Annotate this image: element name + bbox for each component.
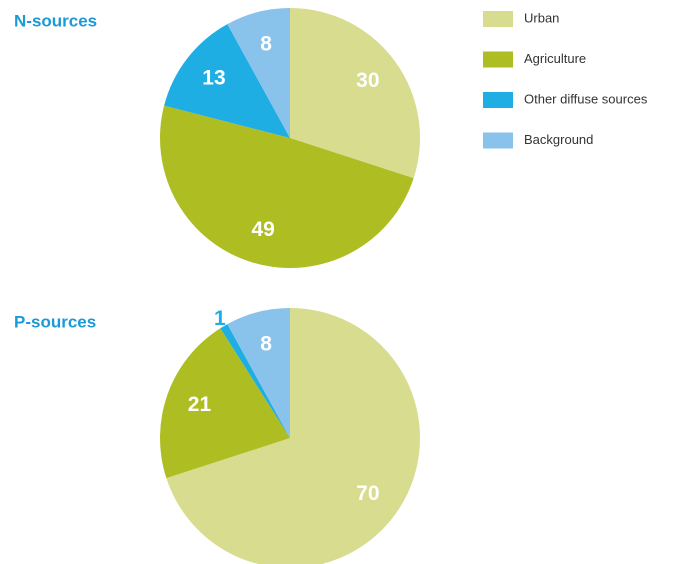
value-label: 1 <box>214 307 226 330</box>
legend-swatch <box>483 11 513 27</box>
pie-slice <box>227 308 290 438</box>
value-label: 70 <box>356 482 379 505</box>
legend-swatch <box>483 132 513 149</box>
value-label: 30 <box>356 69 379 92</box>
pie-slice <box>159 105 414 269</box>
chart-title: P-sources <box>14 312 96 331</box>
pie-slice <box>164 24 290 138</box>
pie-slice <box>290 8 420 179</box>
value-label: 8 <box>260 32 272 55</box>
pie-slice <box>166 308 420 564</box>
legend-label: Background <box>524 132 593 147</box>
legend-label: Other diffuse sources <box>524 91 648 106</box>
value-label: 8 <box>260 332 272 355</box>
legend-swatch <box>483 92 513 108</box>
value-label: 21 <box>188 393 212 416</box>
pie-slice <box>220 324 290 438</box>
value-label: 13 <box>202 67 225 90</box>
pie-slice <box>160 328 290 479</box>
legend-label: Agriculture <box>524 51 586 66</box>
pie-slice <box>227 8 290 138</box>
value-label: 49 <box>251 218 274 241</box>
legend-label: Urban <box>524 10 559 25</box>
chart-title: N-sources <box>14 11 97 30</box>
legend-swatch <box>483 51 513 68</box>
